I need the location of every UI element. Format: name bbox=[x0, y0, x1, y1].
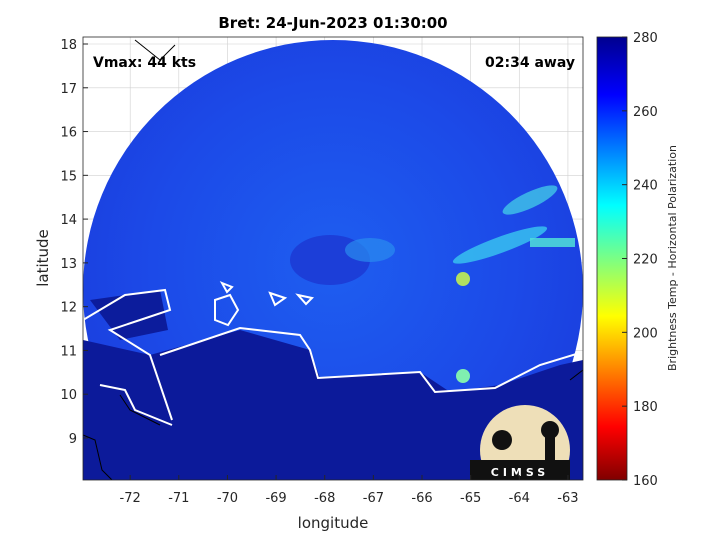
x-tick-label: -64 bbox=[509, 491, 530, 506]
x-tick-label: -67 bbox=[363, 491, 384, 506]
x-tick-label: -65 bbox=[460, 491, 481, 506]
colorbar-tick-label: 200 bbox=[633, 326, 658, 341]
x-tick-label: -71 bbox=[168, 491, 189, 506]
vmax-label: Vmax: 44 kts bbox=[93, 55, 196, 71]
x-tick-label: -66 bbox=[411, 491, 432, 506]
y-tick-label: 17 bbox=[60, 82, 77, 97]
y-tick-label: 15 bbox=[60, 169, 77, 184]
x-tick-label: -63 bbox=[557, 491, 578, 506]
colorbar-tick-label: 180 bbox=[633, 400, 658, 415]
x-tick-label: -69 bbox=[265, 491, 286, 506]
colorbar-tick-label: 160 bbox=[633, 474, 658, 489]
x-tick-label: -68 bbox=[314, 491, 335, 506]
x-axis-label: longitude bbox=[298, 514, 369, 532]
colorbar-tick-label: 240 bbox=[633, 179, 658, 194]
logo: CIMSS bbox=[470, 405, 570, 480]
chart-title: Bret: 24-Jun-2023 01:30:00 bbox=[218, 14, 447, 32]
colorbar-tick-label: 220 bbox=[633, 253, 658, 268]
y-tick-label: 14 bbox=[60, 213, 77, 228]
colorbar-label: Brightness Temp - Horizontal Polarizatio… bbox=[666, 145, 679, 371]
y-tick-label: 9 bbox=[69, 432, 77, 447]
y-tick-label: 12 bbox=[60, 301, 77, 316]
y-axis-label: latitude bbox=[34, 229, 52, 287]
x-tick-label: -70 bbox=[217, 491, 238, 506]
y-tick-label: 10 bbox=[60, 388, 77, 403]
colorbar-tick-label: 280 bbox=[633, 31, 658, 46]
y-tick-label: 13 bbox=[60, 257, 77, 272]
logo-text: CIMSS bbox=[491, 466, 549, 479]
imagery: CIMSS bbox=[83, 39, 583, 480]
x-tick-label: -72 bbox=[120, 491, 141, 506]
y-tick-label: 11 bbox=[60, 344, 77, 359]
plot-frame bbox=[82, 36, 584, 481]
y-tick-label: 16 bbox=[60, 126, 77, 141]
y-tick-label: 18 bbox=[60, 38, 77, 53]
ticks: -72 -71 -70 -69 -68 -67 -66 -65 -64 -63 9 10 11 12 13 1… bbox=[60, 31, 657, 506]
time-away-label: 02:34 away bbox=[485, 55, 575, 71]
colorbar-tick-label: 260 bbox=[633, 105, 658, 120]
